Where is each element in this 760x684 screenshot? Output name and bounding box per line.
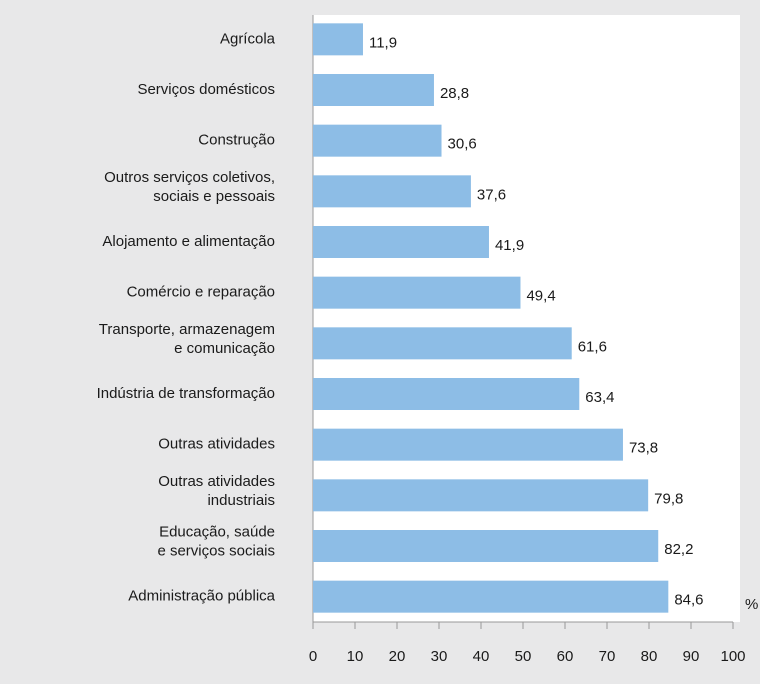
value-label: 61,6 — [578, 338, 607, 355]
bar — [313, 74, 434, 106]
bar — [313, 378, 580, 410]
x-tick-label: 100 — [720, 648, 745, 665]
bar — [313, 327, 572, 360]
x-tick-label: 40 — [473, 648, 490, 665]
y-tick-label-line: Construção — [198, 132, 275, 149]
y-tick-label-line: e serviços sociais — [157, 542, 275, 559]
x-tick-label: 10 — [347, 648, 364, 665]
bar — [313, 226, 489, 258]
y-tick-label: Alojamento e alimentação — [102, 233, 275, 250]
x-axis-label: % — [745, 596, 758, 613]
y-tick-label-line: industriais — [207, 492, 275, 509]
value-label: 11,9 — [369, 34, 397, 51]
y-tick-label-line: Outras atividades — [158, 436, 275, 453]
y-tick-label-line: Agrícola — [220, 30, 276, 47]
value-label: 30,6 — [448, 136, 477, 153]
y-tick-label: Transporte, armazenagem e comunicação — [99, 321, 275, 357]
y-tick-label: Agrícola — [220, 30, 276, 47]
x-tick-label: 90 — [683, 648, 700, 665]
y-tick-label: Educação, saúde e serviços sociais — [157, 523, 275, 559]
value-label: 63,4 — [585, 389, 614, 406]
plot-area — [313, 15, 740, 622]
x-tick-label: 0 — [309, 648, 317, 665]
y-tick-label: Outros serviços coletivos, sociais e pess… — [104, 169, 275, 205]
value-label: 49,4 — [526, 288, 555, 305]
value-label: 73,8 — [629, 440, 658, 457]
y-tick-label-line: Outros serviços coletivos, — [104, 169, 275, 186]
value-label: 84,6 — [674, 592, 703, 609]
y-tick-label-line: Transporte, armazenagem — [99, 321, 275, 338]
x-tick-label: 80 — [641, 648, 658, 665]
y-tick-label-line: Serviços domésticos — [137, 81, 275, 98]
bar — [313, 530, 659, 562]
y-tick-label-line: Outras atividades — [158, 473, 275, 490]
y-tick-label: Serviços domésticos — [137, 81, 275, 98]
y-tick-label: Indústria de transformação — [97, 385, 275, 402]
y-tick-label: Comércio e reparação — [127, 284, 275, 301]
value-label: 41,9 — [495, 237, 524, 254]
y-tick-label-line: e comunicação — [174, 340, 275, 357]
y-tick-label-line: Comércio e reparação — [127, 284, 275, 301]
y-tick-label-line: Indústria de transformação — [97, 385, 275, 402]
bar — [313, 124, 442, 157]
x-tick-label: 60 — [557, 648, 574, 665]
x-tick-label: 50 — [515, 648, 532, 665]
x-tick-label: 20 — [389, 648, 406, 665]
bar — [313, 479, 649, 512]
y-tick-label: Outras atividades — [158, 436, 275, 453]
y-tick-label-line: Educação, saúde — [159, 523, 275, 540]
bar — [313, 580, 669, 613]
value-label: 37,6 — [477, 186, 506, 203]
bar — [313, 23, 363, 56]
y-tick-label: Construção — [198, 132, 275, 149]
y-tick-label-line: Administração pública — [128, 588, 275, 605]
bar — [313, 175, 471, 208]
bar — [313, 276, 521, 309]
y-tick-label: Administração pública — [128, 588, 275, 605]
y-tick-label-line: Alojamento e alimentação — [102, 233, 275, 250]
value-label: 82,2 — [664, 541, 693, 558]
x-tick-label: 70 — [599, 648, 616, 665]
value-label: 79,8 — [654, 490, 683, 507]
y-tick-label-line: sociais e pessoais — [153, 188, 275, 205]
x-tick-label: 30 — [431, 648, 448, 665]
value-label: 28,8 — [440, 85, 469, 102]
bar — [313, 428, 623, 461]
y-tick-label: Outras atividades industriais — [158, 473, 275, 509]
